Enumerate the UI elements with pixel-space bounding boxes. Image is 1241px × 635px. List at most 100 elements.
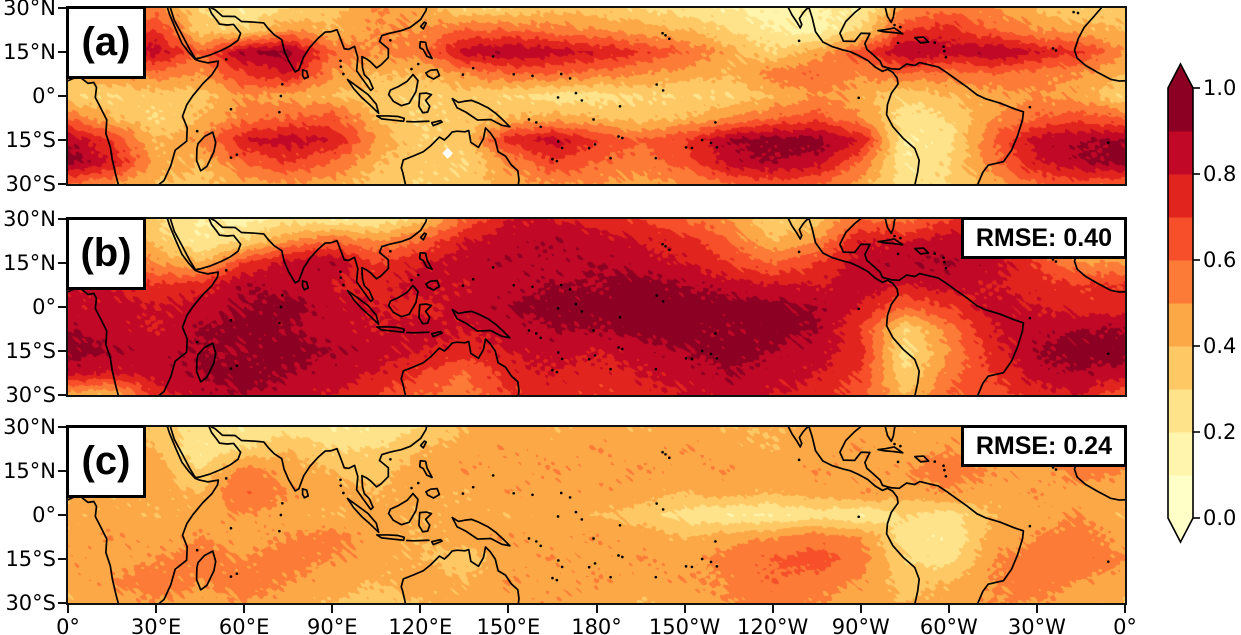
island-dot xyxy=(1028,105,1032,109)
x-tick-mark xyxy=(67,605,69,613)
coastline-sulawesi xyxy=(419,93,432,113)
y-axis-tick-label: 0° xyxy=(32,503,56,527)
island-dot xyxy=(551,368,554,372)
coastline-central-america-gulf xyxy=(840,219,891,280)
island-dot xyxy=(224,58,228,61)
coastline-americas-pacific-coast xyxy=(809,427,919,603)
coastline-sumatra xyxy=(348,291,379,325)
coastline-new-guinea xyxy=(452,518,510,546)
island-dot xyxy=(389,249,392,253)
island-dot xyxy=(539,125,543,129)
y-axis-tick-label: 30°N xyxy=(3,415,56,439)
coastline-central-america-gulf xyxy=(840,427,891,488)
coastline-arabia xyxy=(170,219,240,270)
island-dot xyxy=(568,288,572,291)
y-axis-tick-label: 30°S xyxy=(5,383,56,407)
colorbar-segment xyxy=(1168,88,1193,132)
coastline-arabia xyxy=(170,8,240,59)
colorbar-tick-label: 0.2 xyxy=(1203,420,1237,444)
island-dot xyxy=(690,357,694,361)
island-dot xyxy=(1051,47,1055,50)
island-dot xyxy=(527,537,531,540)
x-tick-mark xyxy=(683,605,686,613)
island-dot xyxy=(559,491,563,495)
x-tick-mark xyxy=(1035,605,1038,613)
island-dot xyxy=(491,266,495,269)
island-dot xyxy=(896,460,900,464)
island-dot xyxy=(574,302,578,306)
coastline-java xyxy=(377,535,404,540)
coastline-java xyxy=(377,327,404,332)
island-dot xyxy=(556,515,560,518)
island-dot xyxy=(714,121,717,124)
coastline-hispaniola xyxy=(915,456,929,462)
island-dot xyxy=(281,293,284,297)
y-axis-tick-label: 15°S xyxy=(5,128,56,152)
island-dot xyxy=(797,39,801,43)
island-dot xyxy=(568,77,572,80)
colorbar-segment xyxy=(1168,303,1193,347)
island-dot xyxy=(527,118,531,121)
island-dot xyxy=(944,266,948,270)
panel-letter-a: (a) xyxy=(66,6,146,79)
island-dot xyxy=(1106,560,1110,563)
island-dot xyxy=(531,285,534,289)
island-dot xyxy=(654,156,658,160)
island-dot xyxy=(224,477,228,480)
island-dot xyxy=(527,329,531,332)
island-dot xyxy=(857,515,861,519)
island-dot xyxy=(235,572,239,575)
x-tick-mark xyxy=(155,605,158,613)
y-tick-mark xyxy=(58,51,66,53)
island-dot xyxy=(709,352,713,356)
island-dot xyxy=(534,540,538,543)
island-dot xyxy=(893,234,896,238)
panel-letter-b: (b) xyxy=(66,217,146,290)
coastline-mindanao xyxy=(426,489,440,498)
colorbar-segment xyxy=(1168,131,1193,175)
island-dot xyxy=(587,146,591,150)
island-dot xyxy=(667,456,671,460)
coastline-taiwan xyxy=(421,22,427,29)
island-dot xyxy=(229,156,233,159)
island-dot xyxy=(229,107,233,111)
island-dot xyxy=(893,23,896,27)
island-dot xyxy=(661,31,664,35)
y-tick-mark xyxy=(58,139,66,141)
island-dot xyxy=(281,82,284,86)
y-tick-mark xyxy=(58,262,66,264)
coastline-mindanao xyxy=(426,70,440,79)
coastline-australia xyxy=(401,128,519,184)
coastline-central-america-gulf xyxy=(840,8,891,69)
island-dot xyxy=(655,83,659,86)
island-dot xyxy=(235,364,239,367)
island-dot xyxy=(943,49,946,53)
island-dot xyxy=(944,474,948,478)
x-tick-mark xyxy=(771,605,774,613)
island-dot xyxy=(797,458,801,462)
island-dot xyxy=(933,460,937,463)
coastline-australia xyxy=(401,339,519,395)
y-tick-mark xyxy=(58,183,66,185)
island-dot xyxy=(700,557,704,561)
island-dot xyxy=(621,555,624,559)
x-axis-tick-label: 90°W xyxy=(831,615,890,635)
y-axis-tick-label: 30°S xyxy=(5,172,56,196)
colorbar-segment xyxy=(1168,475,1193,519)
coastline-taiwan xyxy=(421,233,427,240)
coastline-sumatra xyxy=(348,499,379,533)
island-dot xyxy=(593,354,597,357)
rmse-badge-c: RMSE: 0.24 xyxy=(960,425,1127,467)
x-tick-mark xyxy=(419,605,422,613)
island-dot xyxy=(339,484,343,487)
coastline-sri-lanka xyxy=(303,70,309,79)
island-dot xyxy=(655,294,659,297)
y-tick-mark xyxy=(58,306,66,308)
map-panel-c: (c) RMSE: 0.24 xyxy=(66,425,1127,605)
island-dot xyxy=(471,66,475,70)
x-axis-tick-label: 0° xyxy=(1113,615,1137,635)
island-dot xyxy=(684,146,688,149)
island-dot xyxy=(1028,524,1032,528)
island-dot xyxy=(896,252,900,256)
colorbar-tick-label: 0.4 xyxy=(1203,334,1237,358)
